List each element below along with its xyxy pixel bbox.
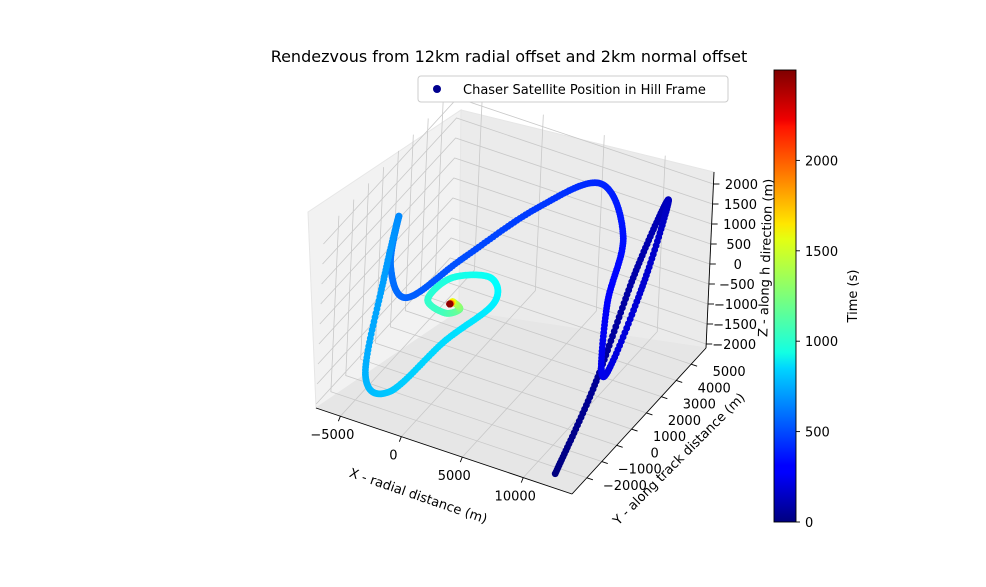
z-tick-label: −1000: [714, 298, 758, 313]
y-tick-label: 0: [651, 446, 659, 461]
z-tick-label: 500: [726, 238, 751, 253]
colorbar-tick-label: 2000: [805, 154, 838, 169]
y-tick: [601, 461, 608, 464]
colorbar: 0 500 1000 1500 2000 Time (s): [773, 69, 861, 531]
y-tick-label: 2000: [668, 414, 701, 429]
trajectory: [362, 179, 672, 478]
z-tick-label: 2000: [725, 178, 758, 193]
x-tick-label: 5000: [438, 469, 471, 484]
z-tick-label: −1500: [713, 318, 757, 333]
y-tick-label: 3000: [683, 398, 716, 413]
x-tick-label: 10000: [495, 490, 536, 505]
y-tick-label: −1000: [618, 463, 662, 478]
y-tick: [646, 412, 653, 416]
grid-line-y: [375, 167, 632, 430]
pane-back-right: [458, 109, 715, 349]
y-tick: [661, 396, 668, 400]
z-tick-label: 1000: [723, 218, 756, 233]
y-tick-label: 1000: [653, 430, 686, 445]
colorbar-label: Time (s): [846, 270, 861, 324]
x-tick: [459, 456, 463, 463]
colorbar-tick-label: 1000: [805, 335, 838, 350]
z-axis-line: [705, 171, 715, 349]
colorbar-tick-label: 1500: [805, 245, 838, 260]
y-tick: [676, 380, 683, 383]
x-tick: [337, 416, 341, 422]
y-axis-line: [571, 347, 707, 495]
z-tick-label: −2000: [712, 338, 756, 353]
grid-line-y: [360, 183, 617, 446]
y-tick: [616, 444, 623, 448]
y-tick: [690, 363, 698, 367]
x-axis-line: [315, 407, 573, 495]
legend: Chaser Satellite Position in Hill Frame: [417, 75, 729, 103]
legend-marker: [433, 85, 441, 93]
z-axis-label: Z - along h direction (m): [756, 179, 777, 338]
x-tick-label: 0: [389, 449, 397, 464]
trajectory-point: [446, 300, 454, 308]
y-tick: [631, 428, 638, 432]
y-tick: [586, 477, 594, 481]
x-tick-label: −5000: [310, 428, 354, 443]
z-tick-label: 1500: [724, 198, 757, 213]
z-tick-label: 0: [734, 258, 742, 273]
tick-marks: [337, 183, 720, 483]
y-tick-label: 4000: [698, 381, 731, 396]
chart-title: Rendezvous from 12km radial offset and 2…: [271, 47, 748, 66]
colorbar-tick-label: 0: [805, 516, 813, 531]
grid-line-z: [316, 237, 708, 385]
x-tick: [398, 436, 402, 442]
y-tick-label: −2000: [603, 479, 647, 494]
grid-line-y: [330, 215, 588, 479]
legend-label: Chaser Satellite Position in Hill Frame: [463, 83, 706, 98]
legend-box: [417, 75, 729, 103]
grid-line-y: [404, 134, 662, 398]
y-tick-label: 5000: [713, 365, 746, 380]
grid-line-y: [390, 150, 647, 414]
x-tick: [520, 477, 524, 483]
grid-line-z: [317, 217, 709, 365]
grid-line-y: [345, 199, 602, 462]
grid-line-z: [321, 137, 712, 285]
z-tick-label: −500: [719, 278, 755, 293]
grid-line-z: [322, 117, 713, 265]
colorbar-tick-label: 500: [805, 426, 830, 441]
tick-labels: −50000500010000−2000−1000010002000300040…: [310, 178, 758, 505]
axis-spines: [315, 171, 715, 495]
grid-line-z: [320, 157, 711, 305]
colorbar-gradient: [773, 69, 797, 523]
colorbar-ticks: 0 500 1000 1500 2000: [796, 154, 838, 531]
